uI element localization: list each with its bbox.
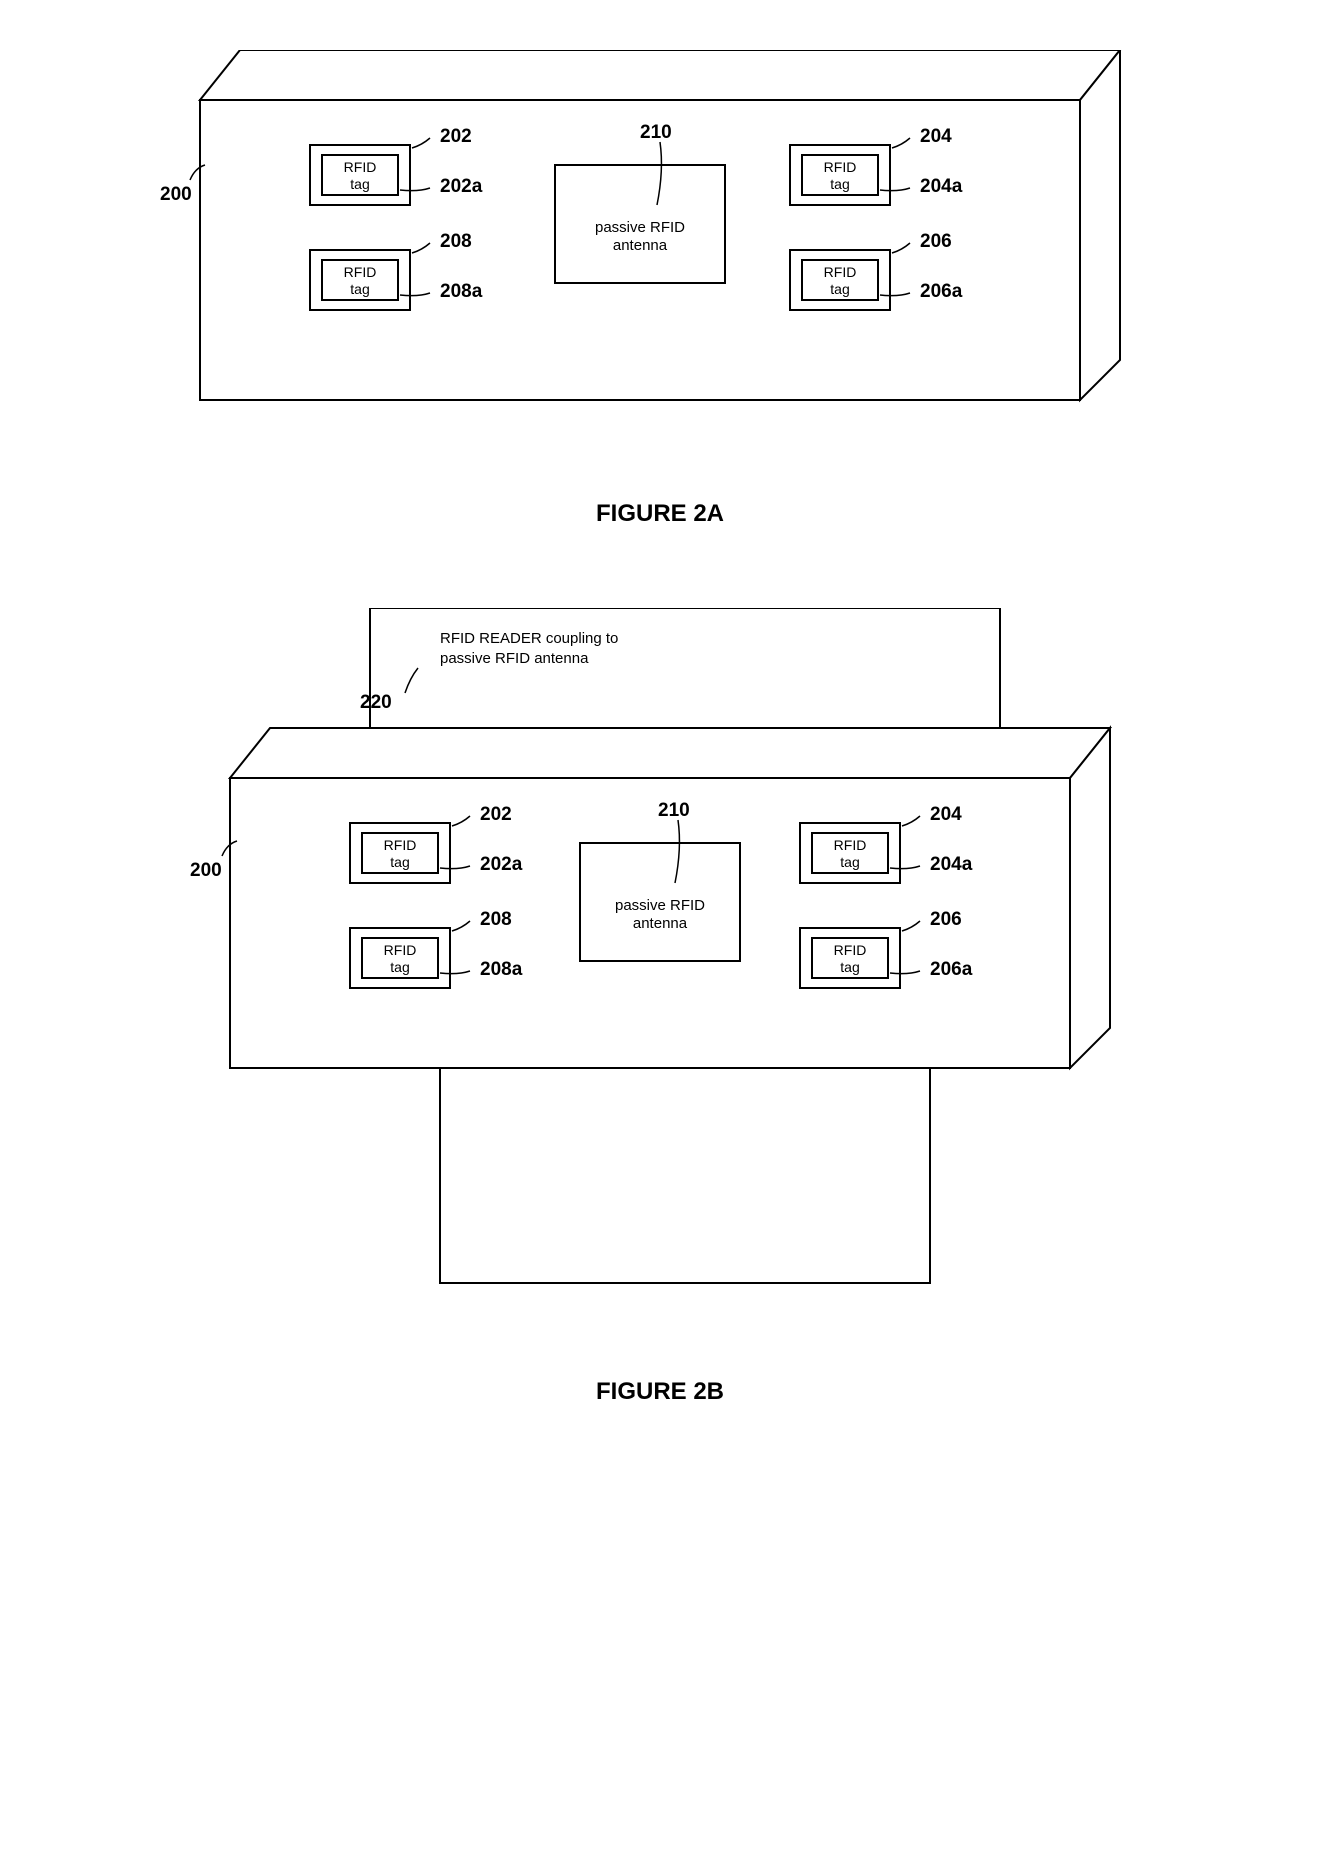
ref-210: 210 [640,122,672,143]
ref-202b: 202 [480,804,512,825]
box-side [1080,50,1120,400]
tag-204-text1: RFID [824,159,857,175]
tag-202-text2b: tag [390,854,409,870]
figure-2b-svg: RFID READER coupling to passive RFID ant… [160,608,1160,1328]
figure-2b-container: RFID READER coupling to passive RFID ant… [110,608,1210,1406]
ref-204b: 204 [930,804,962,825]
tag-208-text2: tag [350,281,369,297]
ref-202ab: 202a [480,854,523,875]
tag-206-text1b: RFID [834,942,867,958]
ref-206: 206 [920,231,952,252]
ref-208: 208 [440,231,472,252]
reader-box-bottom [440,1068,930,1283]
box-top [200,50,1120,100]
tag-202-text2: tag [350,176,369,192]
tag-208-text2b: tag [390,959,409,975]
tag-206-text2: tag [830,281,849,297]
ref-204ab: 204a [930,854,973,875]
ref-206a: 206a [920,281,963,302]
tag-202-text1: RFID [344,159,377,175]
antenna-text1b: passive RFID [615,897,705,914]
tag-208-text1: RFID [344,264,377,280]
antenna-text2: antenna [613,237,668,254]
tag-208-text1b: RFID [384,942,417,958]
tag-204-text1b: RFID [834,837,867,853]
antenna-text1: passive RFID [595,219,685,236]
ref-208a: 208a [440,281,483,302]
ref-204a: 204a [920,176,963,197]
figure-2b-label: FIGURE 2B [110,1378,1210,1406]
ref-210b: 210 [658,800,690,821]
reader-text1: RFID READER coupling to [440,630,618,647]
reader-text2: passive RFID antenna [440,650,589,667]
box-top-b [230,728,1110,778]
tag-206-text1: RFID [824,264,857,280]
box-side-b [1070,728,1110,1068]
ref-202a: 202a [440,176,483,197]
ref-204: 204 [920,126,952,147]
ref-208b: 208 [480,909,512,930]
figure-2a-container: 200 RFID tag 202 202a RFID tag 208 208a [110,50,1210,528]
ref-206b: 206 [930,909,962,930]
antenna-text2b: antenna [633,915,688,932]
figure-2a-label: FIGURE 2A [110,500,1210,528]
tag-202-text1b: RFID [384,837,417,853]
ref-202: 202 [440,126,472,147]
ref-200b-label: 200 [190,860,222,881]
tag-204-text2: tag [830,176,849,192]
figure-2a-svg: 200 RFID tag 202 202a RFID tag 208 208a [160,50,1160,450]
ref-220: 220 [360,692,392,713]
ref-206ab: 206a [930,959,973,980]
ref-208ab: 208a [480,959,523,980]
ref-200-label: 200 [160,184,192,205]
tag-204-text2b: tag [840,854,859,870]
tag-206-text2b: tag [840,959,859,975]
